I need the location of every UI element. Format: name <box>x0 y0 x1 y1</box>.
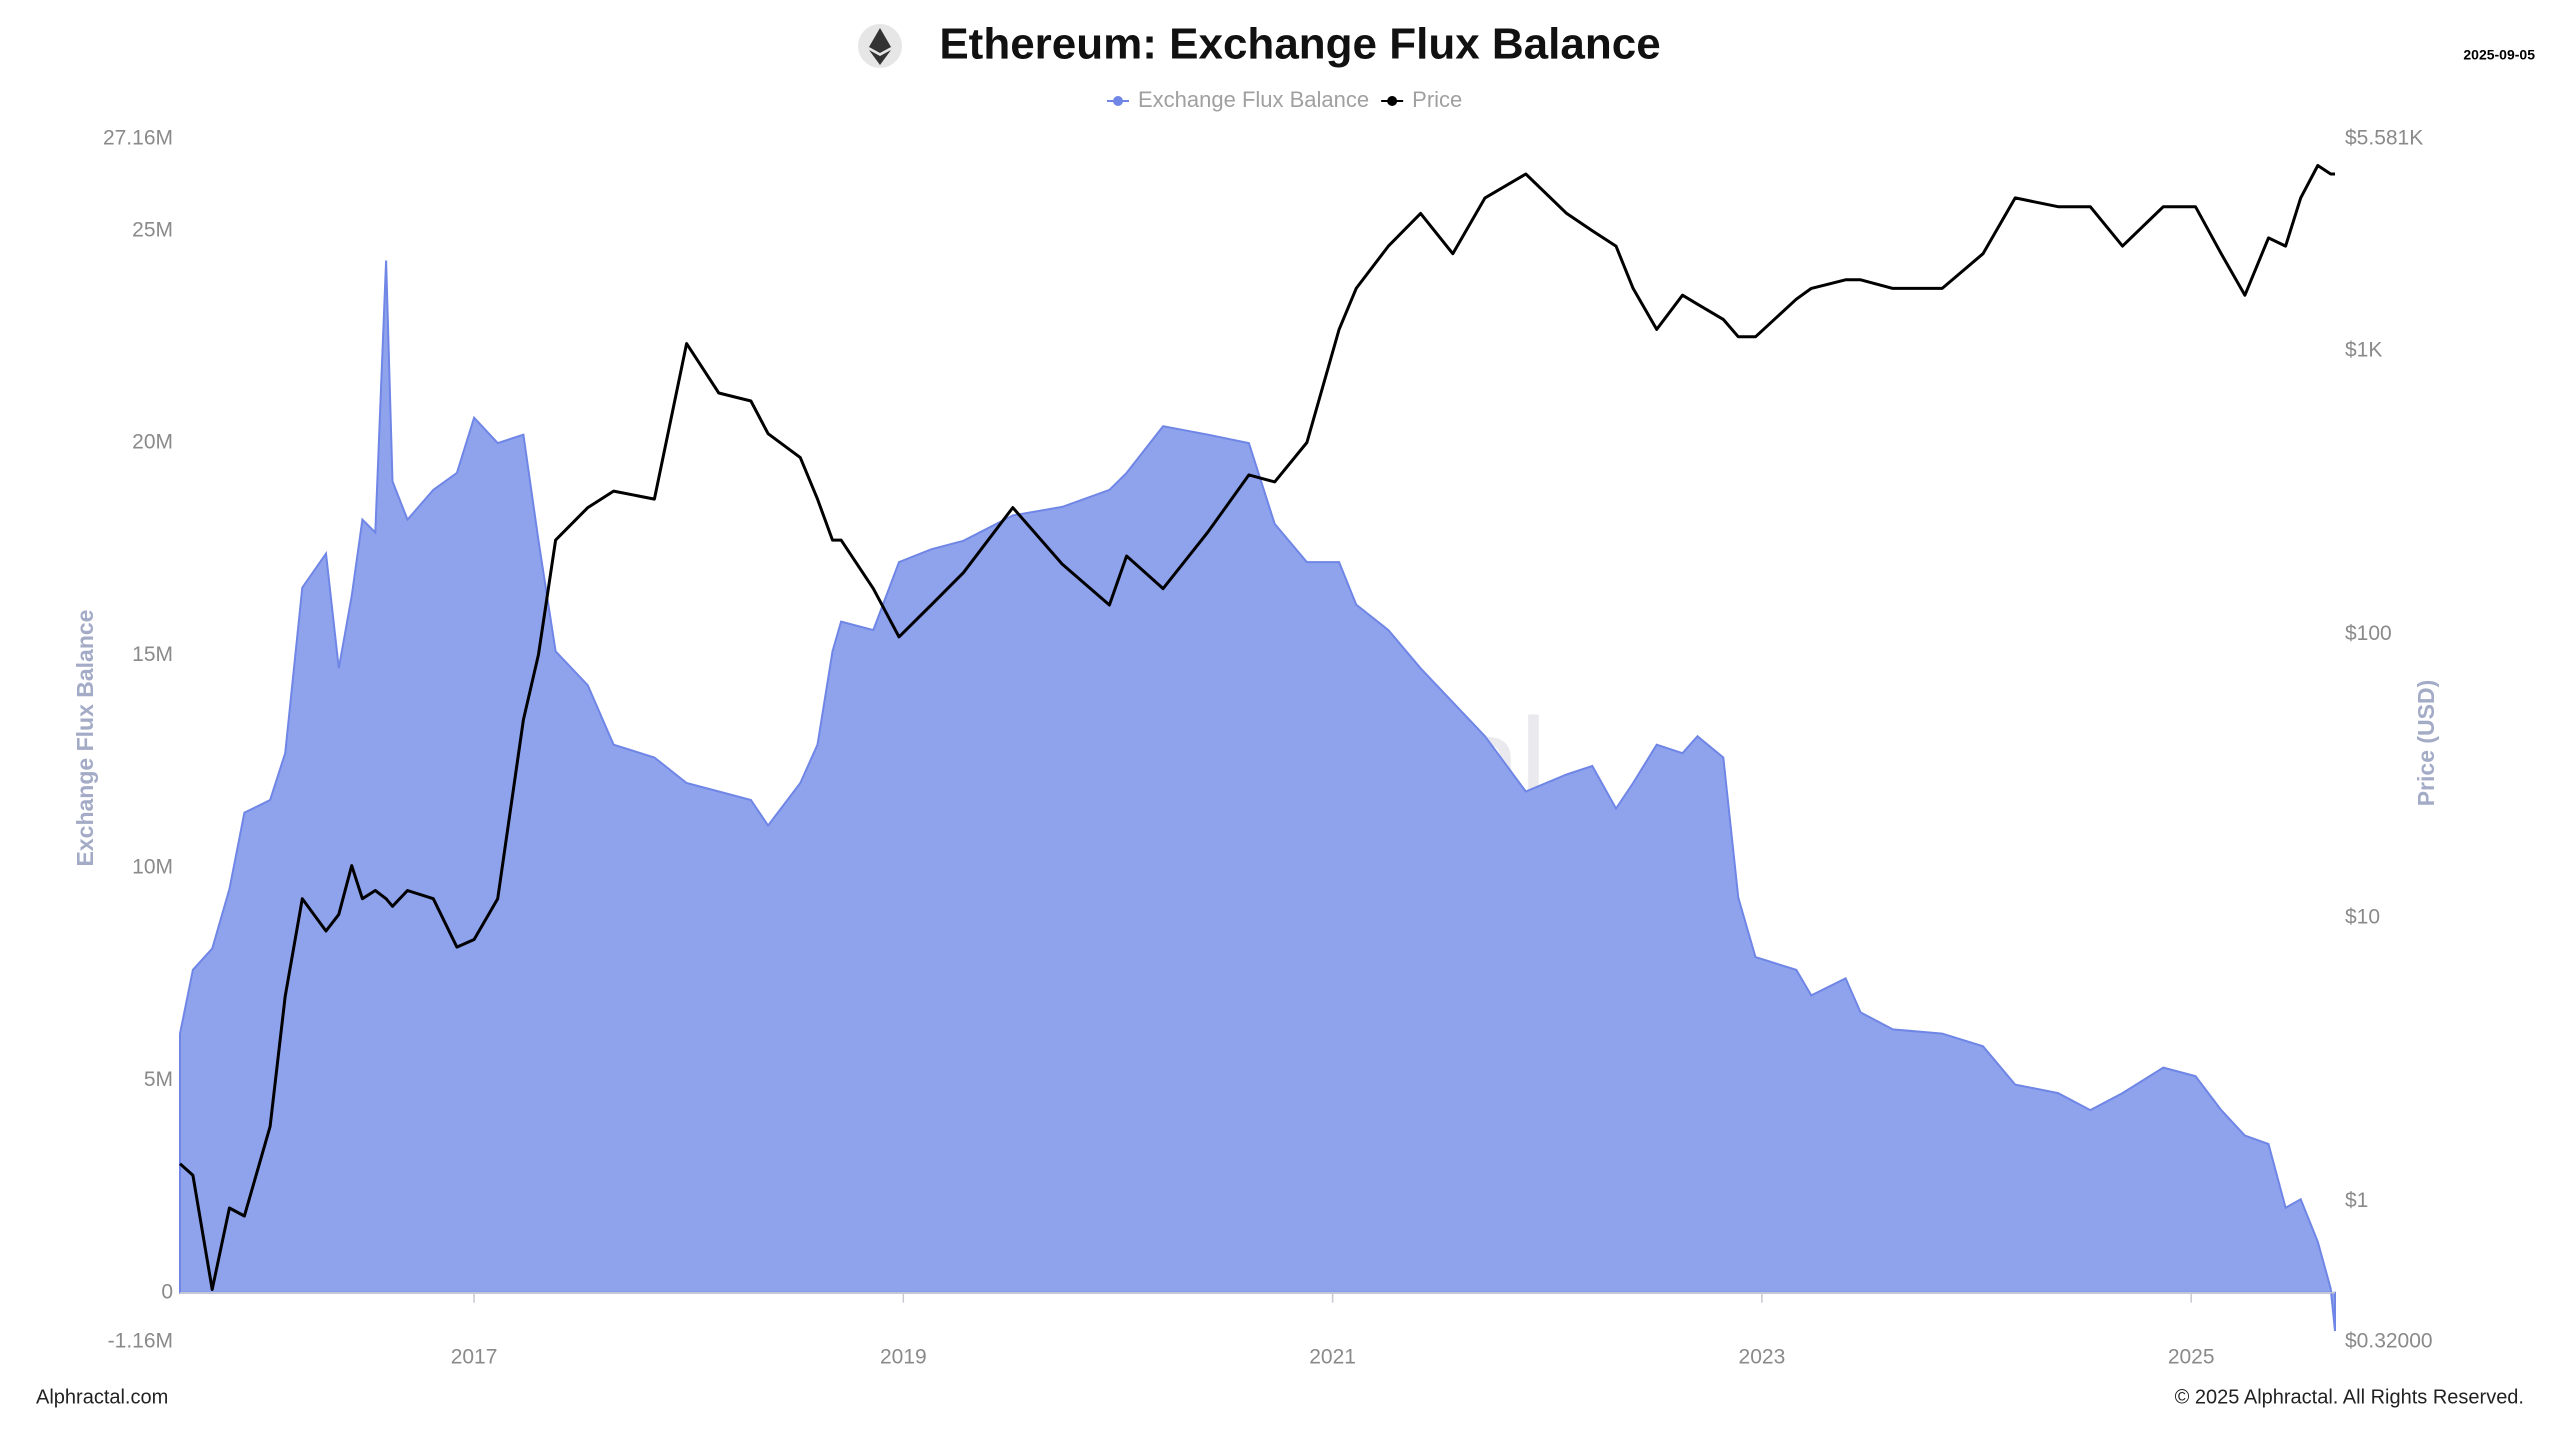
y2-tick-label: $100 <box>2345 622 2392 645</box>
legend-marker <box>1387 96 1398 106</box>
line <box>179 164 2335 1291</box>
legend-marker <box>1113 96 1123 106</box>
y2-tick-label: $0.32000 <box>2345 1330 2433 1353</box>
y2-tick-label: $1 <box>2345 1189 2368 1212</box>
y-tick-label: 10M <box>132 855 173 878</box>
y-axis-title: Exchange Flux Balance <box>72 610 98 867</box>
chart-title: Ethereum: Exchange Flux Balance <box>939 20 1660 69</box>
y-tick-label: 27.16M <box>103 127 173 150</box>
series-layer <box>179 164 2336 1332</box>
x-tick-label: 2021 <box>1309 1346 1356 1369</box>
y2-axis-title: Price (USD) <box>2413 680 2439 807</box>
y-tick-label: 25M <box>132 218 173 241</box>
y-tick-label: 15M <box>132 643 173 666</box>
y-tick-label: 5M <box>144 1068 173 1091</box>
date: 2025-09-05 <box>2463 47 2535 63</box>
x-tick-label: 2019 <box>880 1346 927 1369</box>
y2-tick-label: $10 <box>2345 906 2380 929</box>
area <box>179 260 2336 1332</box>
eth-icon <box>858 24 902 68</box>
y-tick-label: 20M <box>132 431 173 454</box>
footer-left: Alphractal.com <box>36 1386 168 1408</box>
x-tick-label: 2025 <box>2168 1346 2215 1369</box>
y-tick-label: 0 <box>161 1280 173 1303</box>
legend-label: Price <box>1412 87 1462 112</box>
y-tick-label: -1.16M <box>108 1330 173 1353</box>
legend: Exchange Flux Balance Price <box>1107 87 1462 112</box>
y2-tick-label: $5.581K <box>2345 127 2423 150</box>
x-tick-label: 2023 <box>1739 1346 1786 1369</box>
legend-label: Exchange Flux Balance <box>1138 87 1369 112</box>
x-tick-label: 2017 <box>451 1346 498 1369</box>
y2-tick-label: $1K <box>2345 338 2382 361</box>
footer-right: © 2025 Alphractal. All Rights Reserved. <box>2175 1386 2524 1408</box>
